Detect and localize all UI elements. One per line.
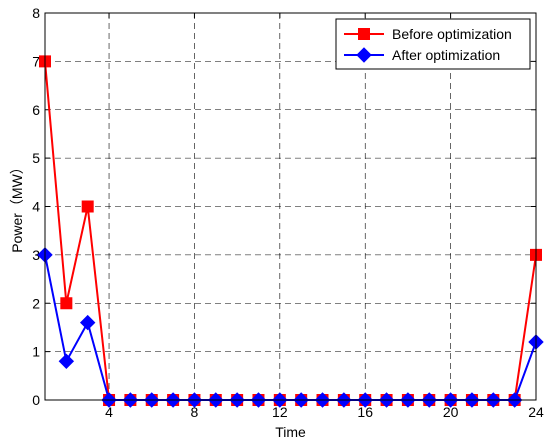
data-point <box>81 200 94 213</box>
x-tick-label: 24 <box>528 404 544 420</box>
data-point <box>60 297 73 310</box>
x-axis-label: Time <box>275 424 306 440</box>
y-axis-label: Power（MW） <box>9 160 25 253</box>
y-tick-label: 0 <box>32 392 40 408</box>
y-tick-label: 2 <box>32 295 40 311</box>
x-tick-label: 4 <box>105 404 113 420</box>
y-tick-label: 8 <box>32 5 40 21</box>
legend-marker <box>356 47 372 63</box>
plot-frame <box>44 12 537 401</box>
x-tick-label: 8 <box>191 404 199 420</box>
x-tick-label: 12 <box>272 404 288 420</box>
legend-marker <box>358 28 370 40</box>
legend-label: After optimization <box>392 47 500 63</box>
legend-label: Before optimization <box>392 26 512 42</box>
y-tick-label: 3 <box>32 247 40 263</box>
y-tick-label: 5 <box>32 150 40 166</box>
data-point <box>79 314 96 331</box>
y-tick-label: 1 <box>32 344 40 360</box>
y-tick-label: 4 <box>32 199 40 215</box>
legend-entry: Before optimization <box>344 26 512 42</box>
y-tick-label: 7 <box>32 53 40 69</box>
legend: Before optimization After optimization <box>335 18 531 70</box>
x-tick-label: 20 <box>443 404 459 420</box>
legend-box <box>335 18 531 70</box>
grid <box>45 13 536 400</box>
data-point <box>58 353 75 370</box>
legend-entry: After optimization <box>344 47 500 63</box>
y-tick-label: 6 <box>32 102 40 118</box>
x-tick-label: 16 <box>357 404 373 420</box>
